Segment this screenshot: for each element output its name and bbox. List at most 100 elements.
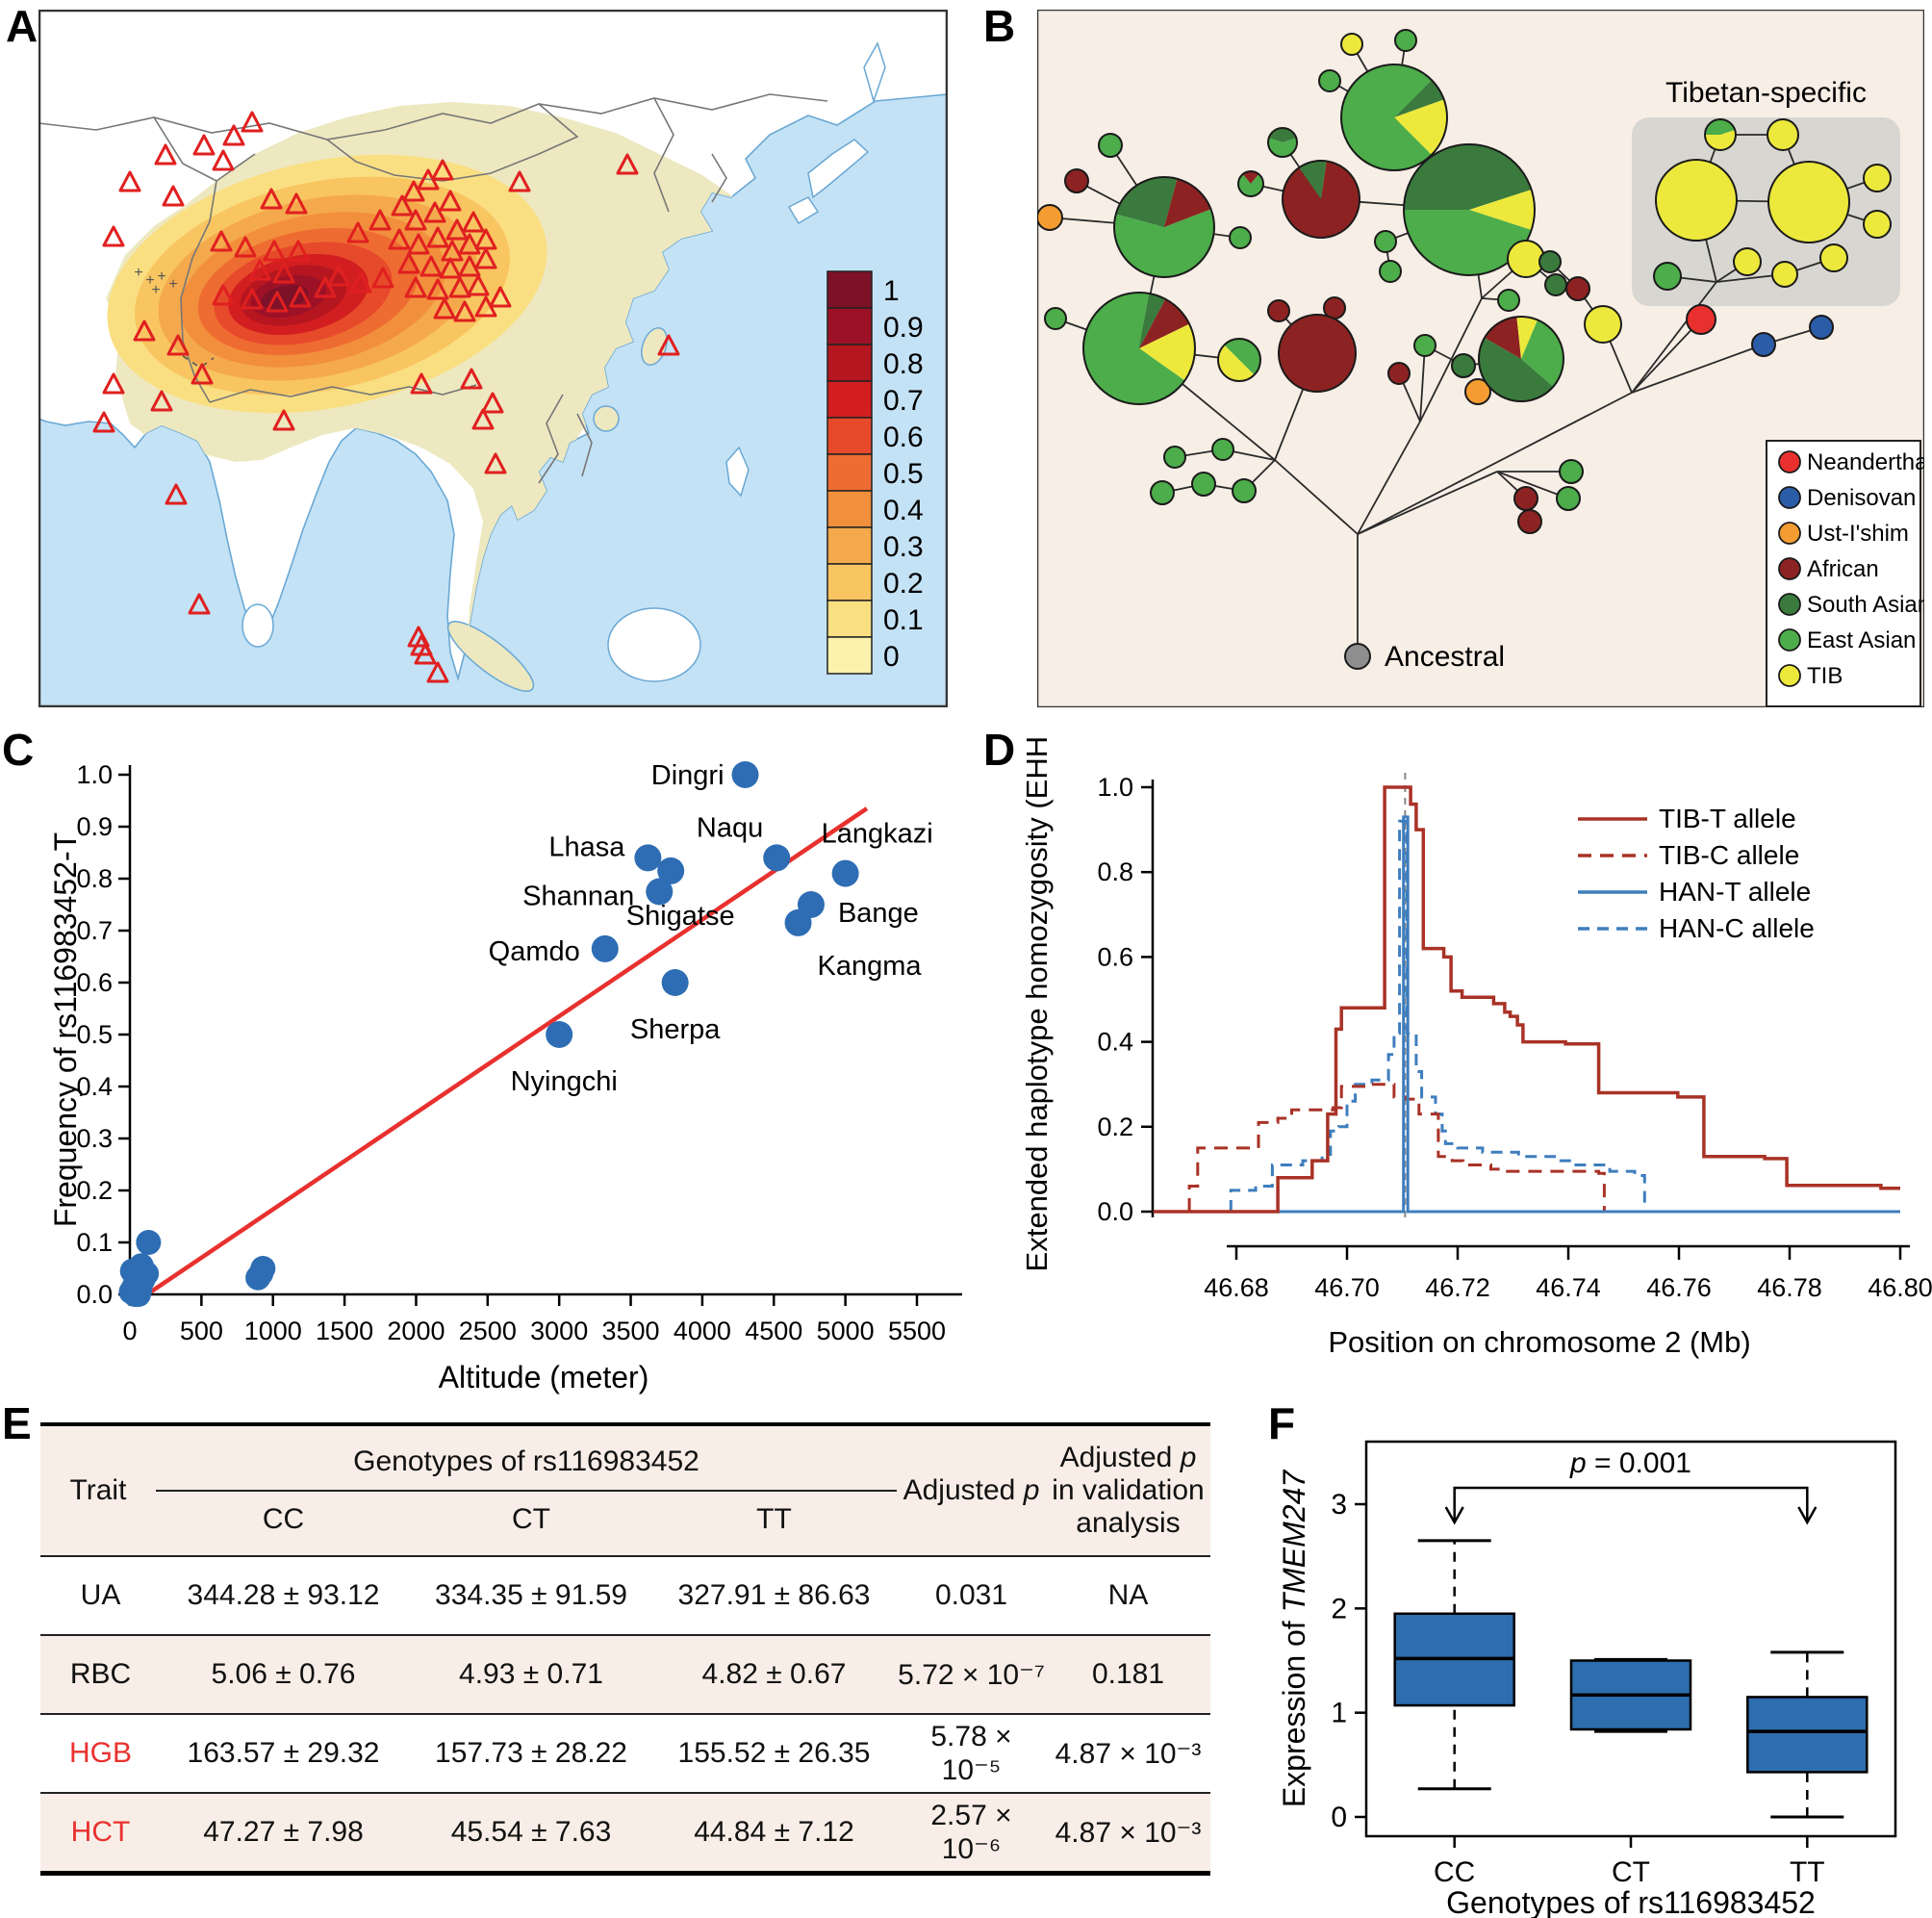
country-border	[653, 97, 674, 213]
sample-site-marker	[241, 111, 264, 133]
header-cc: CC	[156, 1491, 411, 1556]
regression-line	[145, 806, 869, 1296]
network-edge	[1357, 392, 1633, 535]
sample-site-marker	[445, 218, 469, 241]
x-tick-label: 3000	[530, 1317, 588, 1345]
data-point	[136, 1230, 162, 1255]
sample-site-marker	[234, 236, 257, 258]
y-tick-label: 0.1	[76, 1228, 113, 1257]
x-tick-label: 4000	[674, 1317, 731, 1345]
data-point-lhasa	[634, 844, 662, 872]
table-row-rbc: RBC 5.06 ± 0.76 4.93 ± 0.71 4.82 ± 0.67 5.72…	[40, 1635, 1210, 1714]
panel-label-c: C	[2, 725, 35, 775]
data-point	[248, 1261, 274, 1287]
colorbar-label: 0.6	[883, 422, 924, 453]
pie-segment	[1218, 345, 1255, 381]
series-han-t-allele	[1153, 815, 1900, 1214]
sample-site-marker	[285, 192, 308, 215]
taiwan-island	[641, 327, 668, 366]
y-tick-label: 0.7	[76, 916, 113, 945]
panel-label-d: D	[983, 725, 1016, 775]
series-tib-t-allele	[1153, 785, 1900, 1214]
sample-site-marker	[431, 159, 454, 181]
haplotype-node	[1163, 446, 1186, 469]
haplotype-node	[1704, 118, 1737, 151]
haplotype-node	[1064, 168, 1089, 193]
data-point-shannan	[646, 878, 674, 906]
table-cell: 163.57 ± 29.32	[187, 1737, 380, 1769]
sample-site-marker	[241, 288, 264, 310]
y-tick-label: 0.0	[76, 1280, 113, 1309]
colorbar-swatch	[826, 526, 873, 565]
y-axis-label: Frequency of rs116983452-T	[53, 832, 83, 1227]
table-row-hct: HCT 47.27 ± 7.98 45.54 ± 7.63 44.84 ± 7.12 2…	[40, 1793, 1210, 1874]
point-label-bange: Bange	[838, 898, 919, 929]
sample-site-marker	[616, 153, 639, 175]
haplotype-node	[1767, 161, 1850, 243]
significance-bracket	[1453, 1486, 1809, 1521]
colorbar-label: 0.4	[883, 495, 924, 526]
panel-c-scatter: 0.0 0.1 0.2 0.3 0.4 0.5 0.6 0.7 0.8 0.9 1.0 0 500 100…	[53, 760, 962, 1394]
pie-segment	[1268, 128, 1297, 142]
contour-level-1	[261, 285, 309, 310]
header-tt: TT	[651, 1491, 897, 1556]
haplotype-node	[1653, 262, 1682, 291]
haplotype-node	[1232, 478, 1257, 503]
haplotype-node	[1464, 378, 1491, 405]
haplotype-node	[1394, 29, 1417, 52]
haplotype-node	[1379, 260, 1402, 283]
point-label-shannan: Shannan	[522, 882, 634, 912]
sample-site-marker	[402, 180, 425, 202]
pie-segment	[1139, 298, 1190, 348]
legend-label: Neanderthal	[1807, 449, 1924, 475]
x-tick-label: 5500	[888, 1317, 946, 1345]
x-tick-label: 46.72	[1425, 1273, 1490, 1302]
haplotype-node	[1863, 164, 1892, 192]
colorbar-label: 0.9	[883, 312, 924, 344]
y-tick-label: 0.4	[76, 1072, 113, 1101]
sample-site-marker	[448, 276, 471, 298]
sample-site-marker	[212, 284, 235, 306]
sample-site-marker	[287, 240, 310, 262]
table-cell: 334.35 ± 91.59	[435, 1579, 627, 1611]
y-tick-label: 0.6	[1097, 942, 1133, 971]
ehh-legend: TIB-T allele TIB-C allele HAN-T allele HAN-…	[1578, 804, 1815, 943]
sample-site-marker	[407, 626, 430, 648]
colorbar-swatch	[826, 563, 873, 601]
x-tick-label: 5000	[817, 1317, 875, 1345]
sample-site-marker	[369, 209, 392, 231]
haplotype-node	[1767, 118, 1799, 151]
network-edge	[1631, 344, 1765, 394]
network-edge	[1496, 471, 1569, 499]
network-edge	[1357, 421, 1421, 535]
legend-swatch	[1778, 522, 1801, 545]
y-axis-label: Extended haplotype homozygosity (EHH)	[1020, 736, 1054, 1271]
haplotype-node	[1267, 299, 1290, 322]
sample-site-marker	[222, 124, 245, 146]
haplotype-node	[1267, 127, 1298, 158]
colorbar-swatch	[826, 490, 873, 528]
colorbar-swatch	[826, 417, 873, 455]
header-adjusted-p: Adjusted p	[897, 1424, 1046, 1556]
colorbar-label: 0	[883, 641, 900, 673]
plus-mark: +	[145, 272, 154, 289]
pie-segment	[1139, 323, 1195, 381]
haplotype-node	[1037, 204, 1063, 231]
haplotype-node	[1771, 261, 1798, 288]
x-tick-label: 46.80	[1868, 1273, 1932, 1302]
sample-site-marker	[266, 291, 289, 313]
sample-site-marker	[191, 363, 214, 385]
sample-site-marker	[162, 185, 185, 207]
x-axis-label: Position on chromosome 2 (Mb)	[1328, 1325, 1750, 1359]
legend-label: TIB-C allele	[1659, 840, 1799, 870]
legend-label: Ust-I'shim	[1807, 521, 1909, 547]
y-tick-label: 0.5	[76, 1020, 113, 1049]
colorbar-label: 0.8	[883, 348, 924, 380]
colorbar-label: 0.5	[883, 458, 924, 490]
sample-site-marker	[407, 233, 430, 255]
colorbar-swatch	[826, 453, 873, 492]
colorbar-swatch	[826, 270, 873, 309]
x-tick-label: 4500	[745, 1317, 802, 1345]
box-ct	[1569, 1657, 1692, 1733]
colorbar-label: 0.3	[883, 531, 924, 563]
